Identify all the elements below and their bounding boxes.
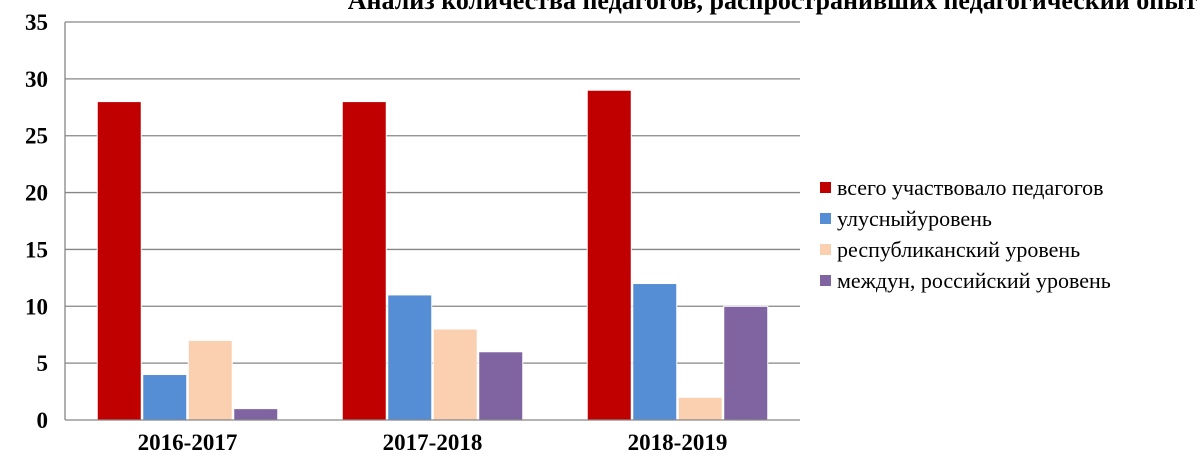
y-tick-label: 5	[37, 351, 49, 376]
legend-item: улусныйуровень	[820, 203, 1111, 234]
legend-label: всего участвовало педагогов	[837, 174, 1104, 200]
bar	[632, 283, 678, 421]
x-tick-label: 2017-2018	[383, 430, 483, 455]
bars	[96, 89, 769, 421]
legend-label: улусныйуровень	[837, 205, 992, 231]
y-tick-label: 15	[25, 237, 48, 262]
legend-label: междун, российский уровень	[837, 267, 1111, 293]
bar	[341, 101, 387, 421]
bar	[586, 89, 632, 421]
bar	[723, 305, 769, 421]
y-tick-label: 25	[25, 124, 48, 149]
y-tick-label: 35	[25, 10, 48, 35]
bar	[96, 101, 142, 421]
bar	[233, 408, 279, 421]
gridlines	[65, 21, 800, 364]
bar	[187, 339, 233, 421]
y-tick-label: 30	[25, 67, 48, 92]
x-tick-label: 2018-2019	[628, 430, 728, 455]
legend-swatch	[820, 244, 831, 255]
legend-item: всего участвовало педагогов	[820, 172, 1111, 203]
legend-item: междун, российский уровень	[820, 265, 1111, 296]
x-tick-label: 2016-2017	[138, 430, 238, 455]
bar	[677, 396, 723, 421]
chart-title: Анализ количества педагогов, распростран…	[347, 0, 1198, 15]
legend-swatch	[820, 275, 831, 286]
axes: 0 5 10 15 20 25 30 35 2016-2017 2017-2018 2018-201…	[25, 10, 800, 455]
legend: всего участвовало педагогов улусныйуровен…	[820, 172, 1111, 296]
y-tick-label: 0	[37, 408, 49, 433]
y-tick-label: 20	[25, 181, 48, 206]
legend-label: республиканский уровень	[837, 236, 1081, 262]
bar	[387, 294, 433, 421]
legend-swatch	[820, 182, 831, 193]
y-tick-label: 10	[25, 294, 48, 319]
bar	[432, 328, 478, 421]
legend-item: республиканский уровень	[820, 234, 1111, 265]
bar	[478, 351, 524, 421]
legend-swatch	[820, 213, 831, 224]
bar	[142, 374, 188, 421]
